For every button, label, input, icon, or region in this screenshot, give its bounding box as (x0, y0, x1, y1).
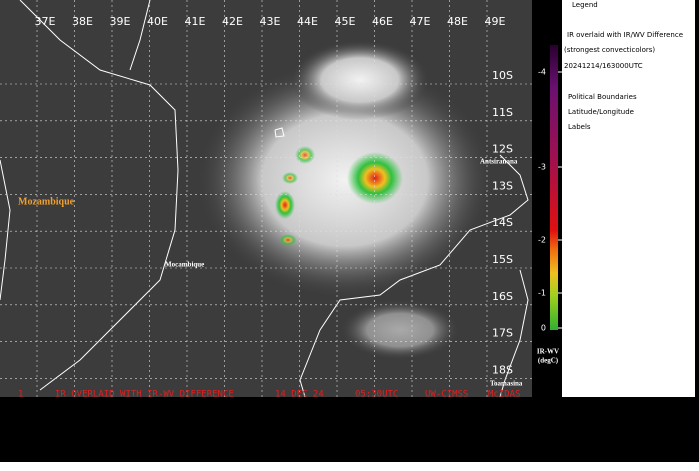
legend-text: (strongest convecticolors) (564, 46, 655, 54)
legend-text: 20241214/163000UTC (564, 62, 643, 70)
colorbar (550, 45, 558, 330)
place-label: Antsiranana (480, 158, 518, 166)
legend-layer: Latitude/Longitude (568, 108, 634, 116)
convection (282, 172, 298, 184)
convection (275, 191, 295, 219)
legend-title: Legend (572, 1, 598, 9)
lon-label: 49E (485, 15, 506, 28)
legend-text: IR overlaid with IR/WV Difference (567, 31, 683, 39)
lon-label: 38E (72, 15, 93, 28)
border (129, 0, 151, 71)
lat-label: 14S (492, 216, 513, 229)
lon-label: 44E (297, 15, 318, 28)
lat-label: 18S (492, 363, 513, 376)
lat-label: 17S (492, 327, 513, 340)
coastline (299, 154, 529, 398)
lon-label: 46E (372, 15, 393, 28)
convection (279, 234, 297, 246)
colorbar-unit: IR-WV (537, 348, 559, 356)
convection (347, 152, 403, 204)
lon-label: 37E (35, 15, 56, 28)
lon-label: 40E (147, 15, 168, 28)
colorbar-label: -1 (538, 289, 546, 298)
graticule: 37E 38E 39E 40E 41E 42E 43E 44E 45E 46E 47E 48E 49E 1… (0, 0, 532, 397)
colorbar-unit: (degC) (538, 357, 559, 365)
lat-label: 10S (492, 69, 513, 82)
legend: Legend IR overlaid with IR/WV Difference (… (537, 1, 683, 365)
coastline (499, 269, 529, 398)
lat-label: 11S (492, 106, 513, 119)
banner: 1 IR OVERLAID WITH IR-WV DIFFERENCE 14 DEC… (18, 390, 521, 400)
banner-text: 14 DEC 24 (275, 390, 324, 400)
lat-label: 16S (492, 290, 513, 303)
place-label: Mocambique (165, 261, 204, 269)
border (0, 159, 11, 301)
place-label: Toamasina (490, 380, 523, 388)
lon-label: 48E (447, 15, 468, 28)
banner-text: 05:30UTC (355, 390, 398, 400)
bottom-border (0, 462, 699, 467)
lon-label: 41E (185, 15, 206, 28)
cloud-band (340, 300, 460, 360)
coastline (19, 0, 179, 391)
lat-label: 15S (492, 253, 513, 266)
lon-label: 39E (110, 15, 131, 28)
colorbar-label: 0 (541, 324, 546, 333)
cloud-mass (195, 60, 495, 300)
lon-label: 42E (222, 15, 243, 28)
colorbar-label: -3 (538, 163, 546, 172)
lat-label: 13S (492, 179, 513, 192)
banner-text: McIDAS (488, 390, 521, 400)
banner-text: IR OVERLAID WITH IR-WV DIFFERENCE (55, 390, 234, 400)
island (274, 127, 285, 138)
lat-label: 12S (492, 143, 513, 156)
coastlines (0, 0, 529, 398)
colorbar-label: -2 (538, 236, 546, 245)
place-label: Mozambique (18, 196, 75, 207)
lon-label: 47E (410, 15, 431, 28)
lon-label: 43E (260, 15, 281, 28)
colorbar-label: -4 (538, 68, 546, 77)
legend-layer: Political Boundaries (568, 93, 637, 101)
lon-label: 45E (335, 15, 356, 28)
convection (295, 146, 315, 164)
legend-layer: Labels (568, 123, 591, 131)
banner-text: 1 (18, 390, 23, 400)
banner-text: UW-CIMSS (425, 390, 468, 400)
legend-panel (562, 0, 695, 397)
cloud-band (290, 40, 430, 120)
